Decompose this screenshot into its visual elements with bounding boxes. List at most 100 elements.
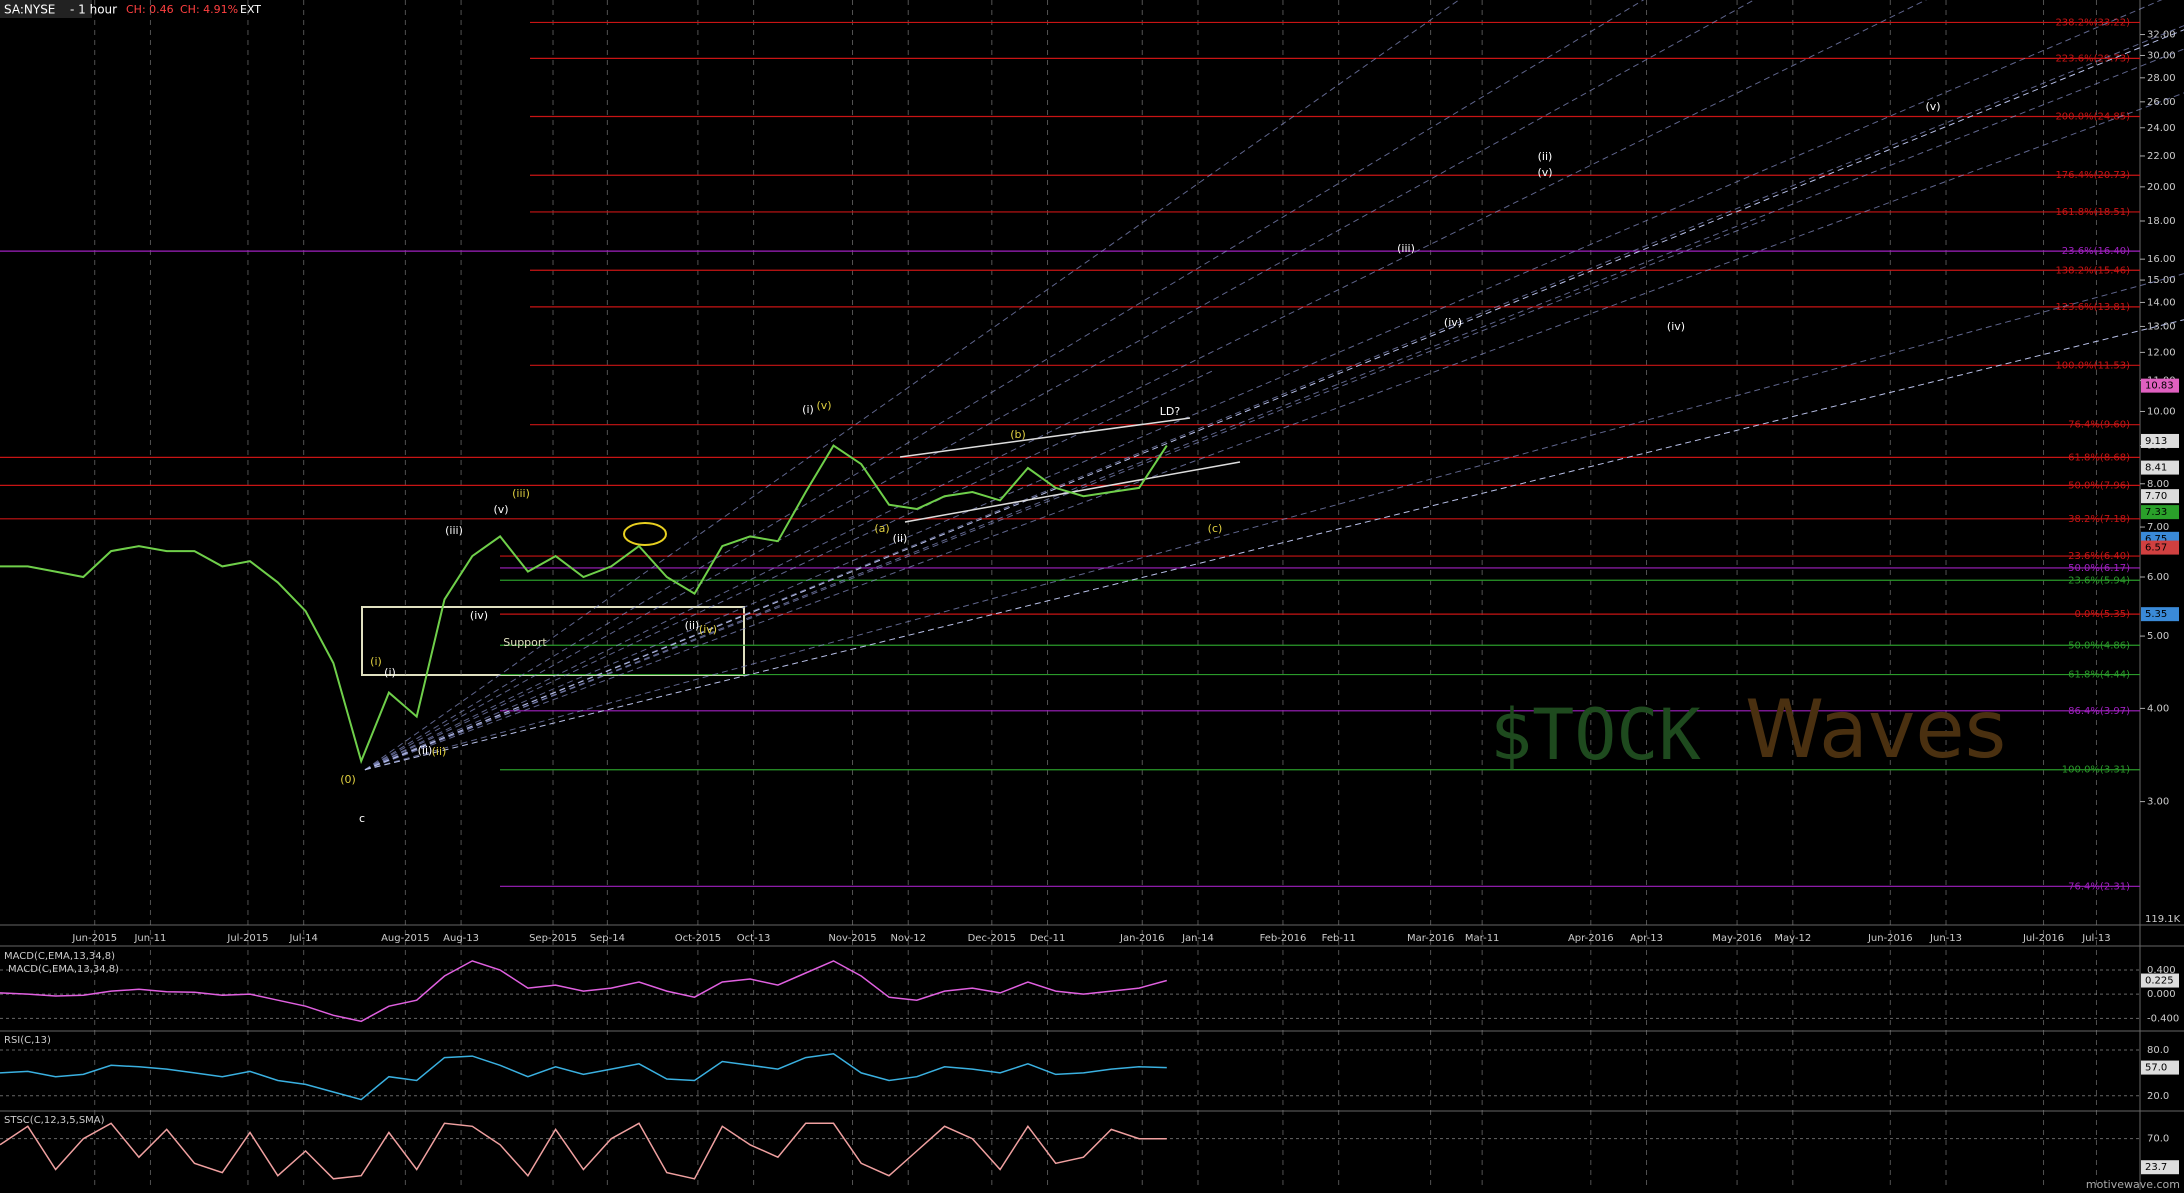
x-tick-label: May-2016 — [1712, 933, 1762, 944]
fib-label: 38.2%(7.18) — [2068, 514, 2130, 525]
fib-label: 223.6%(29.73) — [2055, 53, 2130, 64]
x-tick-label: Oct-13 — [737, 933, 771, 944]
wave-label: (ii) — [685, 619, 700, 632]
x-tick-label: Jul-13 — [2081, 933, 2110, 944]
fib-label: 50.0%(6.17) — [2068, 563, 2130, 574]
x-tick-label: Oct-2015 — [675, 933, 721, 944]
y-tick-label: 7.00 — [2147, 522, 2169, 533]
fan-line — [364, 319, 2184, 771]
fan-line — [364, 369, 1216, 771]
fan-line — [364, 0, 1460, 771]
y-tick-label: 13.00 — [2147, 321, 2176, 332]
wave-label: (0) — [340, 773, 356, 786]
fib-label: 86.4%(3.97) — [2068, 706, 2130, 717]
y-tick-label: 24.00 — [2147, 123, 2176, 134]
fib-label: 138.2%(15.46) — [2055, 265, 2130, 276]
last-value-box — [2141, 1160, 2179, 1175]
wave-label: (iii) — [512, 487, 530, 500]
price-tag: 7.33 — [2145, 507, 2167, 518]
fan-line — [364, 92, 2184, 771]
y-tick-label: 10.00 — [2147, 406, 2176, 417]
y-tick-label: -0.400 — [2147, 1013, 2179, 1024]
price-tag: 6.57 — [2145, 543, 2167, 554]
x-tick-label: Apr-13 — [1630, 933, 1663, 944]
fib-label: 238.2%(33.22) — [2055, 17, 2130, 28]
symbol-box — [0, 0, 92, 18]
price-tag-box — [2141, 540, 2179, 555]
wave-label: (ii) — [418, 744, 433, 757]
y-tick-label: 12.00 — [2147, 347, 2176, 358]
fan-line — [364, 0, 2163, 771]
y-tick-label: 8.00 — [2147, 479, 2169, 490]
wave-label: (ii) — [432, 745, 447, 758]
last-value-box — [2141, 973, 2179, 988]
fib-label: 100.0%(3.31) — [2062, 765, 2130, 776]
fib-label: 50.0%(4.86) — [2068, 640, 2130, 651]
wave-label: Support — [503, 636, 547, 649]
price-tag-box — [2141, 505, 2179, 520]
fan-line — [364, 0, 1645, 771]
y-tick-label: 18.00 — [2147, 216, 2176, 227]
indicator-subtitle: MACD(C,EMA,13,34,8) — [8, 964, 119, 975]
x-tick-label: Jan-2016 — [1119, 933, 1164, 944]
wave-label: (b) — [1010, 428, 1026, 441]
x-tick-label: Jul-2016 — [2022, 933, 2064, 944]
x-tick-label: Apr-2016 — [1568, 933, 1614, 944]
y-tick-label: 22.00 — [2147, 151, 2176, 162]
price-tag: 9.13 — [2145, 436, 2167, 447]
fib-label: 100.0%(11.53) — [2055, 360, 2130, 371]
y-tick-label: 0.400 — [2147, 965, 2176, 976]
indicator-title: RSI(C,13) — [4, 1035, 51, 1046]
interval: - 1 hour — [70, 3, 117, 17]
wave-label: (v) — [493, 503, 508, 516]
symbol: SA:NYSE — [4, 3, 55, 17]
price-tag-box — [2141, 607, 2179, 622]
fib-label: 0.0%(5.35) — [2075, 609, 2131, 620]
fib-label: 161.8%(18.51) — [2055, 207, 2130, 218]
fib-label: 23.6%(6.40) — [2068, 551, 2130, 562]
x-tick-label: Jul-2015 — [226, 933, 268, 944]
y-tick-label: 26.00 — [2147, 97, 2176, 108]
wave-label: (v) — [1925, 100, 1940, 113]
x-tick-label: Jun-11 — [133, 933, 166, 944]
x-tick-label: Feb-11 — [1322, 933, 1356, 944]
last-value: 57.0 — [2145, 1063, 2167, 1074]
fan-line — [364, 0, 1928, 771]
last-value: 23.7 — [2145, 1162, 2167, 1173]
wave-label: (c) — [1208, 522, 1223, 535]
price-tag-box — [2141, 433, 2179, 448]
session: EXT — [240, 3, 261, 16]
price-tag-box — [2141, 460, 2179, 475]
indicator-line — [0, 960, 1167, 1023]
x-tick-label: May-12 — [1774, 933, 1811, 944]
x-tick-label: Jun-2016 — [1867, 933, 1913, 944]
y-tick-label: 0.000 — [2147, 989, 2176, 1000]
y-tick-label: 80.0 — [2147, 1045, 2169, 1056]
wave-label: (v) — [1537, 166, 1552, 179]
wave-label: (v) — [816, 399, 831, 412]
price-tag-box — [2141, 489, 2179, 504]
wave-label: LD? — [1160, 405, 1181, 418]
wave-label: (ii) — [1538, 150, 1553, 163]
x-tick-label: Aug-2015 — [381, 933, 430, 944]
wave-label: (i) — [384, 666, 396, 679]
y-tick-label: 28.00 — [2147, 73, 2176, 84]
x-tick-label: Dec-2015 — [968, 933, 1016, 944]
indicator-title: STSC(C,12,3,5,SMA) — [4, 1115, 105, 1126]
fan-line — [364, 29, 2184, 771]
fib-label: 200.0%(24.85) — [2055, 111, 2130, 122]
indicator-title: MACD(C,EMA,13,34,8) — [4, 951, 115, 962]
y-tick-label: 30.00 — [2147, 50, 2176, 61]
wave-label: (iv) — [1667, 320, 1685, 333]
price-tag-box — [2141, 378, 2179, 393]
y-tick-label: 5.00 — [2147, 631, 2169, 642]
y-tick-label: 3.00 — [2147, 797, 2169, 808]
fib-label: 23.6%(5.94) — [2068, 575, 2130, 586]
wave-label: (a) — [874, 522, 889, 535]
x-tick-label: Dec-11 — [1030, 933, 1066, 944]
channel-line — [899, 417, 1191, 458]
fib-label: 50.0%(7.96) — [2068, 480, 2130, 491]
wave-label: (iv) — [1444, 316, 1462, 329]
x-tick-label: Jul-14 — [288, 933, 317, 944]
